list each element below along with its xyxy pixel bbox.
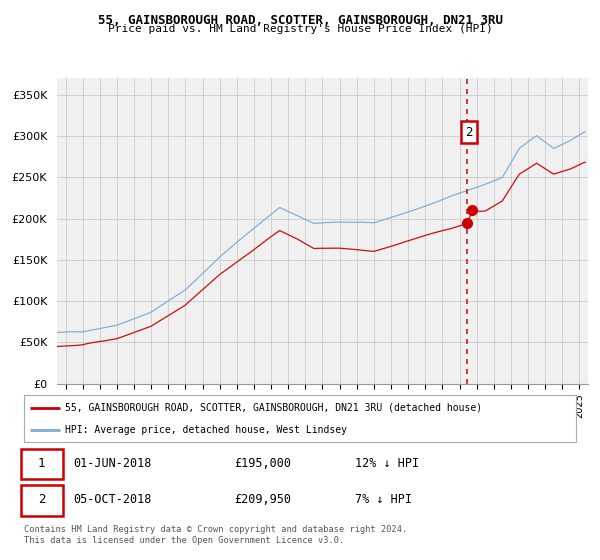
- Text: HPI: Average price, detached house, West Lindsey: HPI: Average price, detached house, West…: [65, 424, 347, 435]
- Text: Price paid vs. HM Land Registry's House Price Index (HPI): Price paid vs. HM Land Registry's House …: [107, 24, 493, 34]
- Text: £195,000: £195,000: [234, 457, 291, 470]
- Text: 55, GAINSBOROUGH ROAD, SCOTTER, GAINSBOROUGH, DN21 3RU (detached house): 55, GAINSBOROUGH ROAD, SCOTTER, GAINSBOR…: [65, 403, 482, 413]
- Text: 05-OCT-2018: 05-OCT-2018: [74, 493, 152, 506]
- Text: 7% ↓ HPI: 7% ↓ HPI: [355, 493, 412, 506]
- Text: 55, GAINSBOROUGH ROAD, SCOTTER, GAINSBOROUGH, DN21 3RU: 55, GAINSBOROUGH ROAD, SCOTTER, GAINSBOR…: [97, 14, 503, 27]
- Text: £209,950: £209,950: [234, 493, 291, 506]
- FancyBboxPatch shape: [21, 486, 62, 516]
- Text: Contains HM Land Registry data © Crown copyright and database right 2024.
This d: Contains HM Land Registry data © Crown c…: [24, 525, 407, 545]
- Text: 2: 2: [465, 125, 473, 138]
- Text: 12% ↓ HPI: 12% ↓ HPI: [355, 457, 419, 470]
- Text: 1: 1: [38, 457, 46, 470]
- Text: 2: 2: [38, 493, 46, 506]
- Text: 01-JUN-2018: 01-JUN-2018: [74, 457, 152, 470]
- FancyBboxPatch shape: [21, 449, 62, 479]
